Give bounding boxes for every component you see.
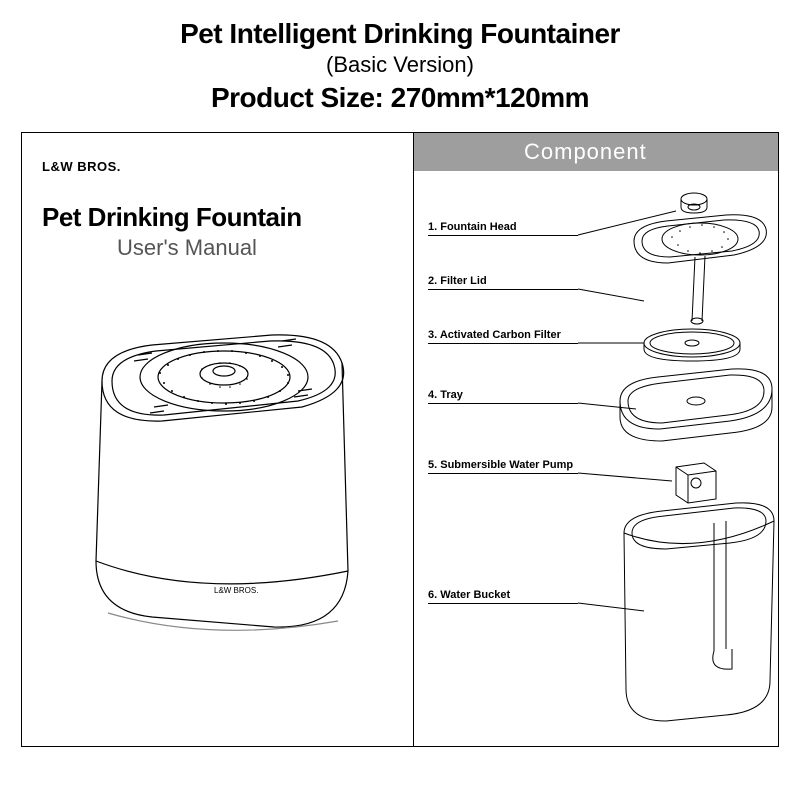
component-underline-1 bbox=[428, 235, 578, 236]
components-body: 1. Fountain Head 2. Filter Lid 3. Activate… bbox=[414, 171, 778, 746]
product-logo-text: L&W BROS. bbox=[214, 586, 258, 595]
component-label-5: 5. Submersible Water Pump bbox=[428, 459, 573, 471]
panel-manual-cover: L&W BROS. Pet Drinking Fountain User's M… bbox=[22, 133, 414, 746]
component-label-1: 1. Fountain Head bbox=[428, 221, 517, 233]
components-header: Component bbox=[414, 133, 778, 171]
product-line-drawing: L&W BROS. bbox=[42, 311, 382, 641]
header: Pet Intelligent Drinking Fountainer (Bas… bbox=[0, 0, 800, 124]
manual-subtitle: User's Manual bbox=[42, 235, 332, 261]
page-title: Pet Intelligent Drinking Fountainer bbox=[0, 18, 800, 50]
component-label-4: 4. Tray bbox=[428, 389, 463, 401]
panels-container: L&W BROS. Pet Drinking Fountain User's M… bbox=[21, 132, 779, 747]
component-underline-3 bbox=[428, 343, 578, 344]
component-underline-2 bbox=[428, 289, 578, 290]
manual-title: Pet Drinking Fountain bbox=[42, 202, 393, 233]
component-underline-5 bbox=[428, 473, 578, 474]
component-underline-4 bbox=[428, 403, 578, 404]
component-label-3: 3. Activated Carbon Filter bbox=[428, 329, 561, 341]
brand-label: L&W BROS. bbox=[42, 159, 393, 174]
panel-components: Component bbox=[414, 133, 778, 746]
product-size-line: Product Size: 270mm*120mm bbox=[0, 82, 800, 114]
component-label-2: 2. Filter Lid bbox=[428, 275, 487, 287]
component-underline-6 bbox=[428, 603, 578, 604]
component-label-6: 6. Water Bucket bbox=[428, 589, 510, 601]
page-subtitle: (Basic Version) bbox=[0, 52, 800, 78]
